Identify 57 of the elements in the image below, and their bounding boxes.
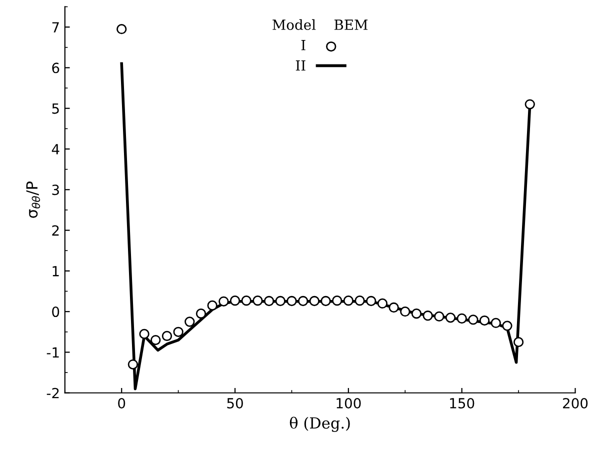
x-tick-label: 200 [563,398,588,408]
point [309,296,320,306]
y-tick-label: 4 [52,144,60,154]
point [128,359,138,370]
point [388,302,399,313]
point [343,296,354,306]
legend-label: II [296,60,306,71]
point [184,316,195,327]
point [502,320,512,331]
point [241,296,252,306]
point [150,334,161,346]
y-tick-label: -2 [46,388,59,398]
point [377,298,388,309]
point [400,306,410,317]
point [173,326,184,337]
point [490,318,501,328]
legend-title: Model BEM [272,19,368,30]
point [116,24,127,34]
y-tick-label: 0 [52,306,60,318]
point [479,315,490,326]
point [230,296,240,306]
point [411,308,422,319]
y-axis-title: σ$_{θθ}$/P [26,182,40,218]
point [513,336,524,348]
y-tick-label: -1 [46,347,59,358]
point [434,311,444,322]
point [252,296,263,306]
point [445,312,456,323]
point [207,300,218,311]
point [275,296,286,306]
point [332,296,342,306]
x-tick-label: 150 [450,398,474,408]
point [162,330,172,342]
point [354,296,365,306]
x-axis-title: θ (Deg.) [290,416,350,432]
point [264,296,274,306]
point [422,310,433,321]
point [286,296,297,306]
point [468,314,478,325]
y-tick-label: 1 [52,266,59,276]
point [524,99,535,110]
point [366,296,376,306]
x-tick-label: 50 [227,398,243,408]
y-tick-label: 7 [52,22,59,32]
point [218,296,229,307]
y-tick-label: 2 [52,225,59,236]
point [139,328,150,340]
x-tick-label: 100 [336,398,361,408]
y-tick-label: 6 [52,62,60,74]
point [298,296,308,306]
point [456,313,467,324]
y-tick-label: 5 [52,104,59,114]
point [320,296,331,306]
point [196,308,206,319]
legend-label: I [301,40,306,50]
y-tick-label: 3 [52,184,59,196]
x-tick-label: 0 [118,398,126,408]
